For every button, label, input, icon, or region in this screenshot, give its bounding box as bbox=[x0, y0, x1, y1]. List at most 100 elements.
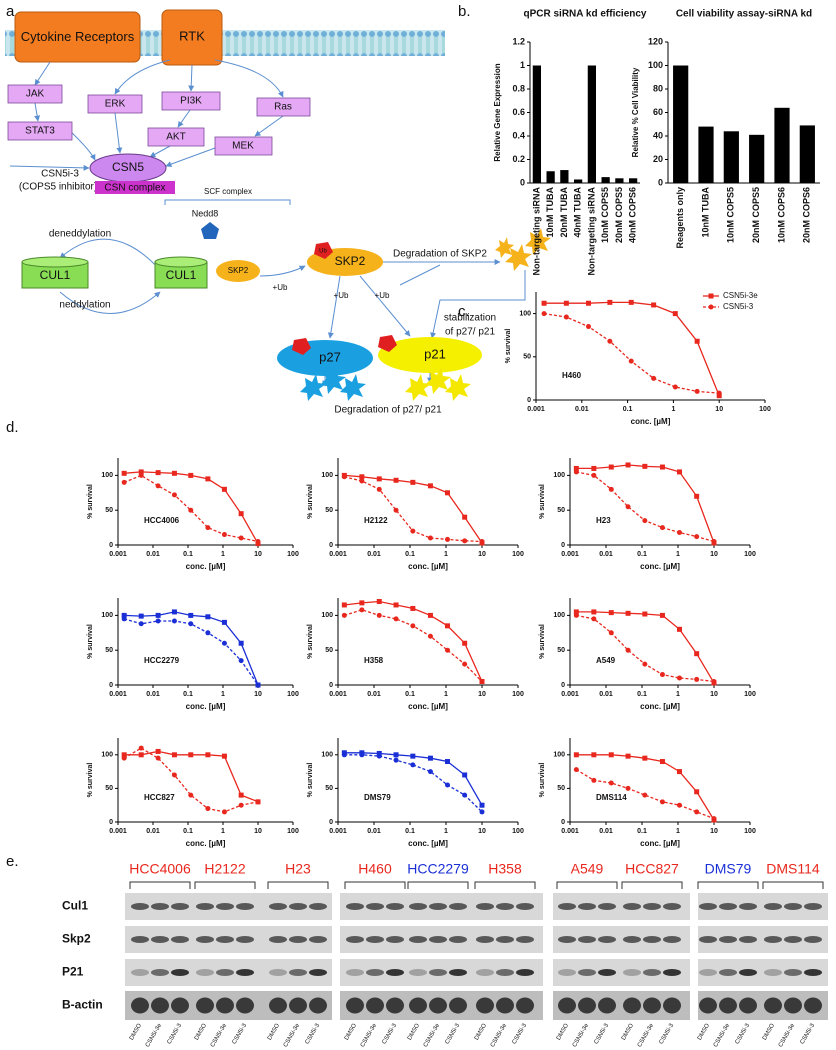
marker bbox=[625, 753, 631, 759]
band bbox=[171, 936, 189, 943]
marker bbox=[410, 753, 416, 759]
dose-curve bbox=[576, 464, 715, 544]
band bbox=[151, 997, 169, 1014]
x-tick-label: 0.1 bbox=[623, 406, 633, 413]
bar bbox=[601, 177, 610, 183]
marker bbox=[238, 802, 244, 808]
band bbox=[216, 969, 234, 976]
marker bbox=[138, 469, 144, 475]
row-label: Skp2 bbox=[62, 932, 91, 946]
marker bbox=[642, 611, 648, 617]
band bbox=[386, 936, 404, 943]
marker bbox=[410, 528, 416, 534]
y-tick-label: 120 bbox=[648, 36, 663, 46]
band bbox=[196, 936, 214, 943]
y-axis-label: % survival bbox=[307, 763, 314, 798]
marker bbox=[716, 393, 722, 399]
x-axis-label: conc. [µM] bbox=[408, 562, 448, 571]
band bbox=[558, 936, 576, 943]
row-label: Cul1 bbox=[62, 899, 88, 913]
x-tick-label: 1 bbox=[221, 691, 225, 698]
dose-curve bbox=[576, 471, 715, 543]
cell-line-label: HCC827 bbox=[144, 793, 175, 802]
arrow bbox=[59, 291, 161, 314]
degraded-fragments bbox=[300, 367, 366, 401]
panel-label: b. bbox=[458, 3, 471, 20]
band bbox=[496, 969, 514, 976]
marker bbox=[591, 616, 597, 622]
y-tick-label: 100 bbox=[553, 612, 565, 619]
dose-curve bbox=[576, 754, 715, 821]
marker bbox=[479, 809, 485, 815]
inhibit-line bbox=[399, 264, 441, 286]
x-tick-label: 10 bbox=[710, 691, 718, 698]
marker bbox=[672, 311, 678, 317]
node-label: JAK bbox=[26, 89, 45, 100]
x-tick-label: Non-targeting siRNA bbox=[586, 187, 596, 276]
ub-tag bbox=[314, 242, 333, 259]
dose-curve bbox=[544, 301, 720, 396]
marker bbox=[205, 752, 211, 758]
marker bbox=[393, 757, 399, 763]
node-label: p27 bbox=[319, 349, 341, 364]
fragment bbox=[495, 237, 514, 258]
x-tick-label: 1 bbox=[676, 691, 680, 698]
marker bbox=[427, 633, 433, 639]
y-axis-label: % survival bbox=[87, 484, 94, 519]
marker bbox=[462, 640, 468, 646]
nedd8-shape bbox=[201, 222, 219, 239]
x-tick-label: 1 bbox=[444, 691, 448, 698]
band bbox=[171, 903, 189, 910]
x-tick-label: 0.01 bbox=[599, 551, 613, 558]
band bbox=[409, 997, 427, 1014]
band bbox=[663, 936, 681, 943]
dose-curve bbox=[576, 611, 715, 684]
marker bbox=[676, 802, 682, 808]
band bbox=[309, 997, 327, 1014]
marker bbox=[427, 769, 433, 775]
ub-tag-label: Ub bbox=[319, 249, 327, 255]
x-tick-label: 1 bbox=[444, 828, 448, 835]
marker bbox=[608, 752, 614, 758]
band bbox=[386, 997, 404, 1014]
lane-label: CSN5i-3 bbox=[512, 1022, 529, 1045]
marker bbox=[376, 753, 382, 759]
band bbox=[366, 997, 384, 1014]
lane-label: DMSO bbox=[194, 1023, 208, 1042]
band bbox=[476, 936, 494, 943]
band bbox=[366, 903, 384, 910]
x-tick-label: 10 bbox=[710, 828, 718, 835]
marker bbox=[171, 752, 177, 758]
band bbox=[346, 997, 364, 1014]
marker bbox=[573, 767, 579, 773]
bar bbox=[774, 107, 790, 183]
band bbox=[196, 997, 214, 1014]
p21-node bbox=[378, 337, 482, 373]
x-tick-label: 1 bbox=[676, 551, 680, 558]
x-tick-label: 1 bbox=[221, 551, 225, 558]
x-tick-label: 20nM COPS5 bbox=[751, 187, 761, 243]
arrow bbox=[59, 238, 161, 271]
band bbox=[289, 997, 307, 1014]
lane-label: CSN5i-3e bbox=[283, 1022, 302, 1048]
x-tick-label: 100 bbox=[512, 828, 524, 835]
marker bbox=[479, 802, 485, 808]
x-tick-label: 10 bbox=[478, 551, 486, 558]
band bbox=[131, 997, 149, 1014]
node-label: STAT3 bbox=[25, 126, 55, 137]
y-tick-label: 50 bbox=[325, 507, 333, 514]
x-tick-label: 0.01 bbox=[146, 828, 160, 835]
x-tick-label: 10nM TUBA bbox=[700, 187, 710, 238]
lane-label: DMSO bbox=[621, 1023, 635, 1042]
band bbox=[151, 903, 169, 910]
marker bbox=[642, 463, 648, 469]
bracket bbox=[474, 881, 536, 889]
marker bbox=[138, 745, 144, 751]
band bbox=[386, 969, 404, 976]
marker bbox=[716, 390, 722, 396]
marker bbox=[221, 809, 227, 815]
marker bbox=[427, 755, 433, 761]
marker bbox=[359, 752, 365, 758]
band bbox=[131, 903, 149, 910]
